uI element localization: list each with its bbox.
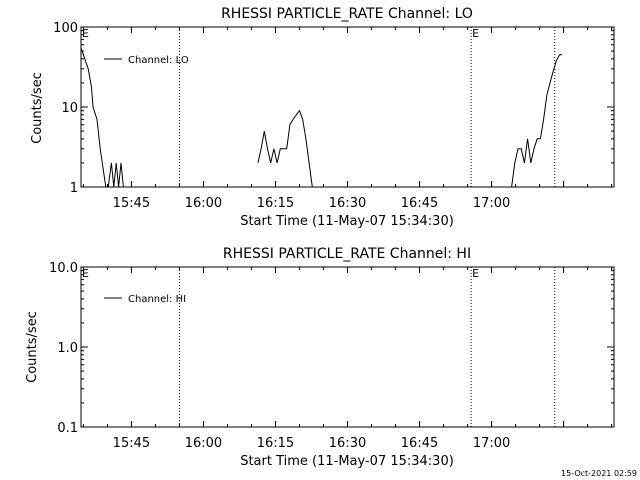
y-tick-label: 1.0: [57, 341, 78, 356]
series-line: [511, 54, 562, 188]
y-axis-label: Counts/sec: [25, 311, 40, 383]
y-axis-label: Counts/sec: [30, 72, 45, 144]
x-tick-label: 15:45: [113, 196, 150, 211]
lo-channel-panel: RHESSI PARTICLE_RATE Channel: LO Counts/…: [30, 6, 615, 229]
y-tick-label: 100: [53, 21, 78, 36]
x-tick-label: 16:00: [185, 196, 222, 211]
x-axis-label: Start Time (11-May-07 15:34:30): [240, 454, 454, 469]
y-tick-label: 10.0: [49, 261, 78, 276]
chart-title: RHESSI PARTICLE_RATE Channel: LO: [221, 6, 473, 22]
x-tick-label: 17:00: [473, 196, 510, 211]
x-tick-label: 16:45: [401, 436, 438, 451]
x-tick-label: 16:00: [185, 436, 222, 451]
plot-frame: [80, 266, 615, 428]
generation-timestamp: 15-Oct-2021 02:59: [561, 469, 637, 478]
x-tick-label: 16:45: [401, 196, 438, 211]
x-tick-label: 15:45: [113, 436, 150, 451]
chart-title: RHESSI PARTICLE_RATE Channel: HI: [223, 246, 471, 262]
plot-area: 15:45 16:00 16:15 16:30 16:45 17:00 1 10 100 E E Ch…: [53, 21, 615, 211]
x-axis-label: Start Time (11-May-07 15:34:30): [240, 214, 454, 229]
time-marker-label: E: [472, 267, 479, 280]
start-marker-label: E: [82, 267, 89, 280]
series-line: [257, 109, 313, 188]
y-tick-label: 1: [70, 181, 78, 196]
x-tick-label: 16:30: [329, 436, 366, 451]
legend-entry: Channel: HI: [128, 294, 186, 305]
plot-area: 15:45 16:00 16:15 16:30 16:45 17:00 0.1 1.0 10.0…: [49, 261, 615, 451]
x-tick-label: 16:15: [257, 436, 294, 451]
x-tick-label: 16:30: [329, 196, 366, 211]
y-tick-label: 0.1: [57, 421, 78, 436]
x-tick-label: 17:00: [473, 436, 510, 451]
series-line: [80, 47, 124, 188]
x-tick-label: 16:15: [257, 196, 294, 211]
legend-entry: Channel: LO: [128, 55, 189, 66]
start-marker-label: E: [82, 27, 89, 40]
y-tick-label: 10: [61, 101, 78, 116]
time-marker-label: E: [472, 27, 479, 40]
hi-channel-panel: RHESSI PARTICLE_RATE Channel: HI Counts/…: [25, 246, 615, 469]
plot-frame: [80, 26, 615, 188]
